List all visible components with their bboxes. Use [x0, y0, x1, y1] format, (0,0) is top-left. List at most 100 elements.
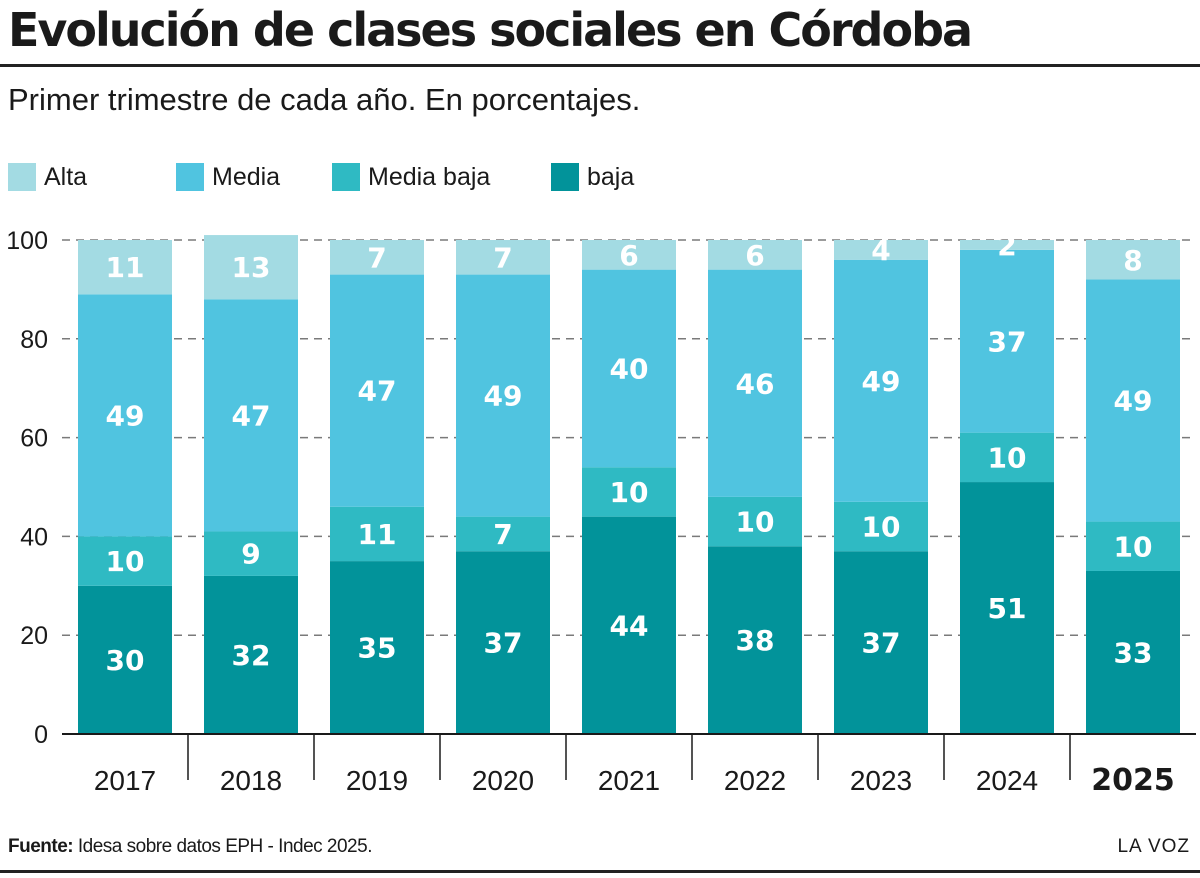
data-label: 10: [862, 511, 901, 544]
x-tick-label: 2021: [598, 765, 660, 796]
bar-segment-baja: [204, 575, 298, 734]
data-label: 47: [358, 375, 397, 408]
data-label: 8: [1123, 244, 1142, 277]
data-label: 10: [106, 545, 145, 578]
source-text: Idesa sobre datos EPH - Indec 2025.: [73, 836, 373, 857]
bar-segment-alta: [960, 240, 1054, 250]
bar-segment-media: [330, 274, 424, 507]
data-label: 7: [493, 518, 512, 551]
bar-segment-baja: [330, 561, 424, 734]
x-tick-label: 2023: [850, 765, 912, 796]
data-label: 30: [106, 644, 145, 677]
data-label: 10: [988, 441, 1027, 474]
bar-segment-alta: [456, 240, 550, 275]
bar-segment-media: [708, 269, 802, 497]
bar-segment-media: [960, 249, 1054, 433]
bar-segment-media-baja: [204, 531, 298, 576]
bar-segment-baja: [78, 585, 172, 734]
legend-label-media: Media: [212, 162, 281, 191]
data-label: 37: [862, 627, 901, 660]
data-label: 13: [232, 251, 271, 284]
title-divider: [0, 64, 1200, 67]
data-label: 38: [736, 624, 775, 657]
data-label: 51: [988, 592, 1027, 625]
x-tick-label: 2019: [346, 765, 408, 796]
bar-segment-alta: [330, 240, 424, 275]
x-tick-label: 2017: [94, 765, 156, 796]
data-label: 44: [610, 609, 649, 642]
bar-segment-baja: [834, 551, 928, 734]
legend: Alta Media Media baja baja: [0, 160, 1200, 194]
legend-swatch-baja: [551, 163, 579, 191]
bar-segment-baja: [456, 551, 550, 734]
legend-swatch-media-baja: [332, 163, 360, 191]
bar-segment-baja: [960, 482, 1054, 734]
bar-segment-media-baja: [582, 467, 676, 517]
bar-segment-media-baja: [834, 501, 928, 552]
data-label: 35: [358, 632, 397, 665]
data-label: 6: [619, 239, 638, 272]
legend-label-alta: Alta: [44, 162, 88, 191]
y-tick-label: 80: [20, 326, 48, 354]
source-note: Fuente: Idesa sobre datos EPH - Indec 20…: [8, 836, 372, 858]
bar-segment-media-baja: [1086, 521, 1180, 571]
data-label: 37: [988, 325, 1027, 358]
legend-item-alta: Alta: [8, 160, 87, 194]
bar-segment-media: [456, 274, 550, 517]
bar-segment-media-baja: [78, 536, 172, 586]
chart-subtitle: Primer trimestre de cada año. En porcent…: [8, 82, 641, 117]
legend-item-media-baja: Media baja: [332, 160, 490, 194]
data-label: 33: [1114, 636, 1153, 669]
data-label: 46: [736, 367, 775, 400]
x-tick-label: 2024: [976, 765, 1038, 796]
data-label: 7: [367, 241, 386, 274]
bar-segment-media: [204, 299, 298, 532]
brand-logo-text: LA VOZ: [1117, 836, 1190, 857]
bar-segment-baja: [1086, 570, 1180, 734]
bar-segment-alta: [1086, 240, 1180, 280]
y-tick-label: 100: [6, 227, 48, 255]
source-label: Fuente:: [8, 836, 74, 857]
bar-segment-alta: [582, 240, 676, 270]
data-label: 49: [484, 380, 523, 413]
data-label: 9: [241, 538, 260, 571]
data-label: 10: [610, 476, 649, 509]
bar-segment-media-baja: [330, 506, 424, 562]
legend-item-media: Media: [176, 160, 280, 194]
bar-segment-alta: [708, 240, 802, 270]
legend-swatch-media: [176, 163, 204, 191]
bar-segment-alta: [204, 235, 298, 300]
x-tick-label: 2022: [724, 765, 786, 796]
bar-segment-media: [78, 294, 172, 537]
footer-divider: [0, 870, 1200, 873]
bar-segment-media-baja: [960, 432, 1054, 483]
data-label: 4: [871, 234, 890, 267]
data-label: 37: [484, 627, 523, 660]
y-tick-label: 0: [34, 721, 48, 749]
y-tick-label: 40: [20, 523, 48, 551]
data-label: 10: [1114, 530, 1153, 563]
legend-item-baja: baja: [551, 160, 634, 194]
data-label: 7: [493, 241, 512, 274]
data-label: 32: [232, 639, 271, 672]
stacked-bar-chart: 0204060801003010491120173294713201835114…: [6, 227, 1196, 798]
data-label: 6: [745, 239, 764, 272]
data-label: 11: [106, 251, 145, 284]
data-label: 47: [232, 399, 271, 432]
bar-segment-alta: [78, 240, 172, 295]
x-tick-label: 2025: [1091, 763, 1175, 798]
bar-segment-media: [834, 259, 928, 502]
bar-segment-media: [582, 269, 676, 468]
legend-label-baja: baja: [587, 162, 635, 191]
data-label: 11: [358, 518, 397, 551]
chart-title: Evolución de clases sociales en Córdoba: [8, 3, 973, 57]
data-label: 10: [736, 506, 775, 539]
x-tick-label: 2020: [472, 765, 534, 796]
bar-segment-media: [1086, 279, 1180, 522]
data-label: 40: [610, 352, 649, 385]
bar-segment-media-baja: [708, 496, 802, 547]
x-tick-label: 2018: [220, 765, 282, 796]
bar-segment-media-baja: [456, 516, 550, 552]
y-tick-label: 60: [20, 425, 48, 453]
bar-segment-baja: [708, 546, 802, 734]
